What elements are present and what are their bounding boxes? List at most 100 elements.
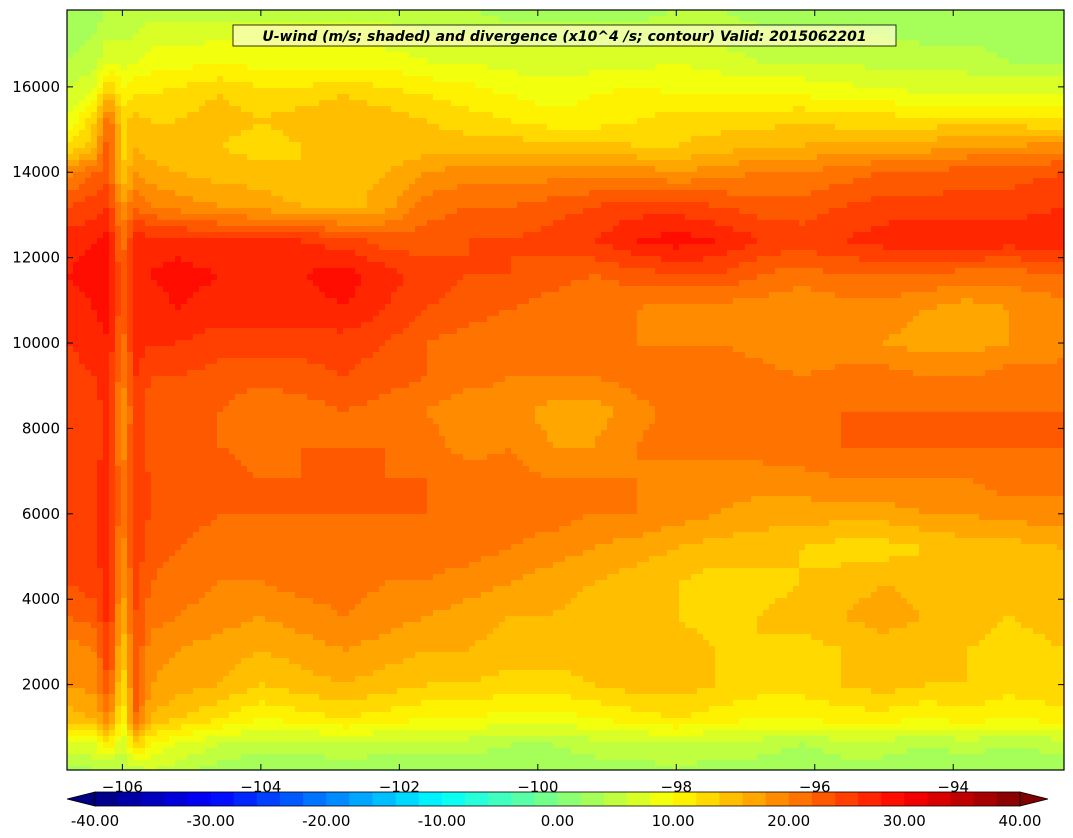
heat-cell bbox=[1045, 58, 1052, 65]
heat-cell bbox=[403, 106, 410, 113]
heat-cell bbox=[73, 40, 80, 47]
heat-cell bbox=[811, 52, 818, 59]
heat-cell bbox=[1009, 58, 1016, 65]
heat-cell bbox=[355, 160, 362, 167]
heat-cell bbox=[397, 100, 404, 107]
heat-cell bbox=[817, 76, 824, 83]
heat-cell bbox=[121, 124, 128, 131]
heat-cell bbox=[331, 70, 338, 77]
heat-cell bbox=[577, 166, 584, 173]
heat-cell bbox=[547, 10, 554, 17]
heat-cell bbox=[457, 88, 464, 95]
heat-cell bbox=[247, 142, 254, 149]
heat-cell bbox=[853, 178, 860, 185]
heat-cell bbox=[409, 58, 416, 65]
heat-cell bbox=[487, 184, 494, 191]
heat-cell bbox=[721, 46, 728, 53]
heat-cell bbox=[439, 88, 446, 95]
heat-cell bbox=[655, 136, 662, 143]
heat-cell bbox=[889, 148, 896, 155]
heat-cell bbox=[313, 184, 320, 191]
heat-cell bbox=[91, 106, 98, 113]
heat-cell bbox=[895, 100, 902, 107]
heat-cell bbox=[961, 22, 968, 29]
heat-cell bbox=[529, 16, 536, 23]
heat-cell bbox=[709, 52, 716, 59]
heat-cell bbox=[469, 58, 476, 65]
heat-cell bbox=[913, 64, 920, 71]
heat-cell bbox=[1057, 52, 1064, 59]
heat-cell bbox=[607, 88, 614, 95]
heat-cell bbox=[463, 64, 470, 71]
heat-cell bbox=[673, 94, 680, 101]
heat-cell bbox=[697, 46, 704, 53]
heat-cell bbox=[811, 70, 818, 77]
heat-cell bbox=[355, 136, 362, 143]
heat-cell bbox=[385, 88, 392, 95]
heat-cell bbox=[979, 28, 986, 35]
heat-cell bbox=[829, 52, 836, 59]
heat-cell bbox=[703, 118, 710, 125]
heat-cell bbox=[493, 148, 500, 155]
heat-cell bbox=[541, 58, 548, 65]
heat-cell bbox=[859, 154, 866, 161]
heat-cell bbox=[907, 184, 914, 191]
heat-cell bbox=[751, 148, 758, 155]
heat-cell bbox=[253, 112, 260, 119]
heat-cell bbox=[505, 124, 512, 131]
heat-cell bbox=[763, 178, 770, 185]
heat-cell bbox=[571, 124, 578, 131]
heat-cell bbox=[133, 70, 140, 77]
heat-cell bbox=[1057, 166, 1064, 173]
heat-cell bbox=[901, 22, 908, 29]
heat-cell bbox=[355, 112, 362, 119]
heat-cell bbox=[637, 76, 644, 83]
heat-cell bbox=[1039, 70, 1046, 77]
heat-cell bbox=[325, 142, 332, 149]
heat-cell bbox=[871, 88, 878, 95]
heat-cell bbox=[67, 28, 74, 35]
heat-cell bbox=[949, 130, 956, 137]
heat-cell bbox=[211, 184, 218, 191]
heat-cell bbox=[607, 52, 614, 59]
heat-cell bbox=[571, 76, 578, 83]
heat-cell bbox=[961, 64, 968, 71]
heat-cell bbox=[469, 100, 476, 107]
heat-cell bbox=[325, 130, 332, 137]
heat-cell bbox=[787, 154, 794, 161]
heat-cell bbox=[307, 64, 314, 71]
heat-cell bbox=[205, 16, 212, 23]
heat-cell bbox=[361, 64, 368, 71]
heat-cell bbox=[265, 130, 272, 137]
heat-cell bbox=[505, 118, 512, 125]
heat-cell bbox=[235, 58, 242, 65]
heat-cell bbox=[463, 148, 470, 155]
heat-cell bbox=[205, 148, 212, 155]
heat-cell bbox=[541, 82, 548, 89]
heat-cell bbox=[865, 160, 872, 167]
heat-cell bbox=[769, 52, 776, 59]
heat-cell bbox=[997, 112, 1004, 119]
heat-cell bbox=[637, 184, 644, 191]
heat-cell bbox=[1021, 28, 1028, 35]
heat-cell bbox=[859, 124, 866, 131]
heat-cell bbox=[547, 94, 554, 101]
heat-cell bbox=[157, 94, 164, 101]
heat-cell bbox=[961, 184, 968, 191]
heat-cell bbox=[991, 46, 998, 53]
heat-cell bbox=[715, 148, 722, 155]
heat-cell bbox=[619, 166, 626, 173]
heat-cell bbox=[451, 124, 458, 131]
heat-cell bbox=[67, 100, 74, 107]
heat-cell bbox=[793, 142, 800, 149]
heat-cell bbox=[247, 160, 254, 167]
heat-cell bbox=[745, 52, 752, 59]
heat-cell bbox=[373, 82, 380, 89]
heat-cell bbox=[151, 70, 158, 77]
heat-cell bbox=[979, 46, 986, 53]
heat-cell bbox=[1045, 40, 1052, 47]
heat-cell bbox=[949, 76, 956, 83]
heat-cell bbox=[763, 148, 770, 155]
heat-cell bbox=[457, 82, 464, 89]
heat-cell bbox=[799, 154, 806, 161]
